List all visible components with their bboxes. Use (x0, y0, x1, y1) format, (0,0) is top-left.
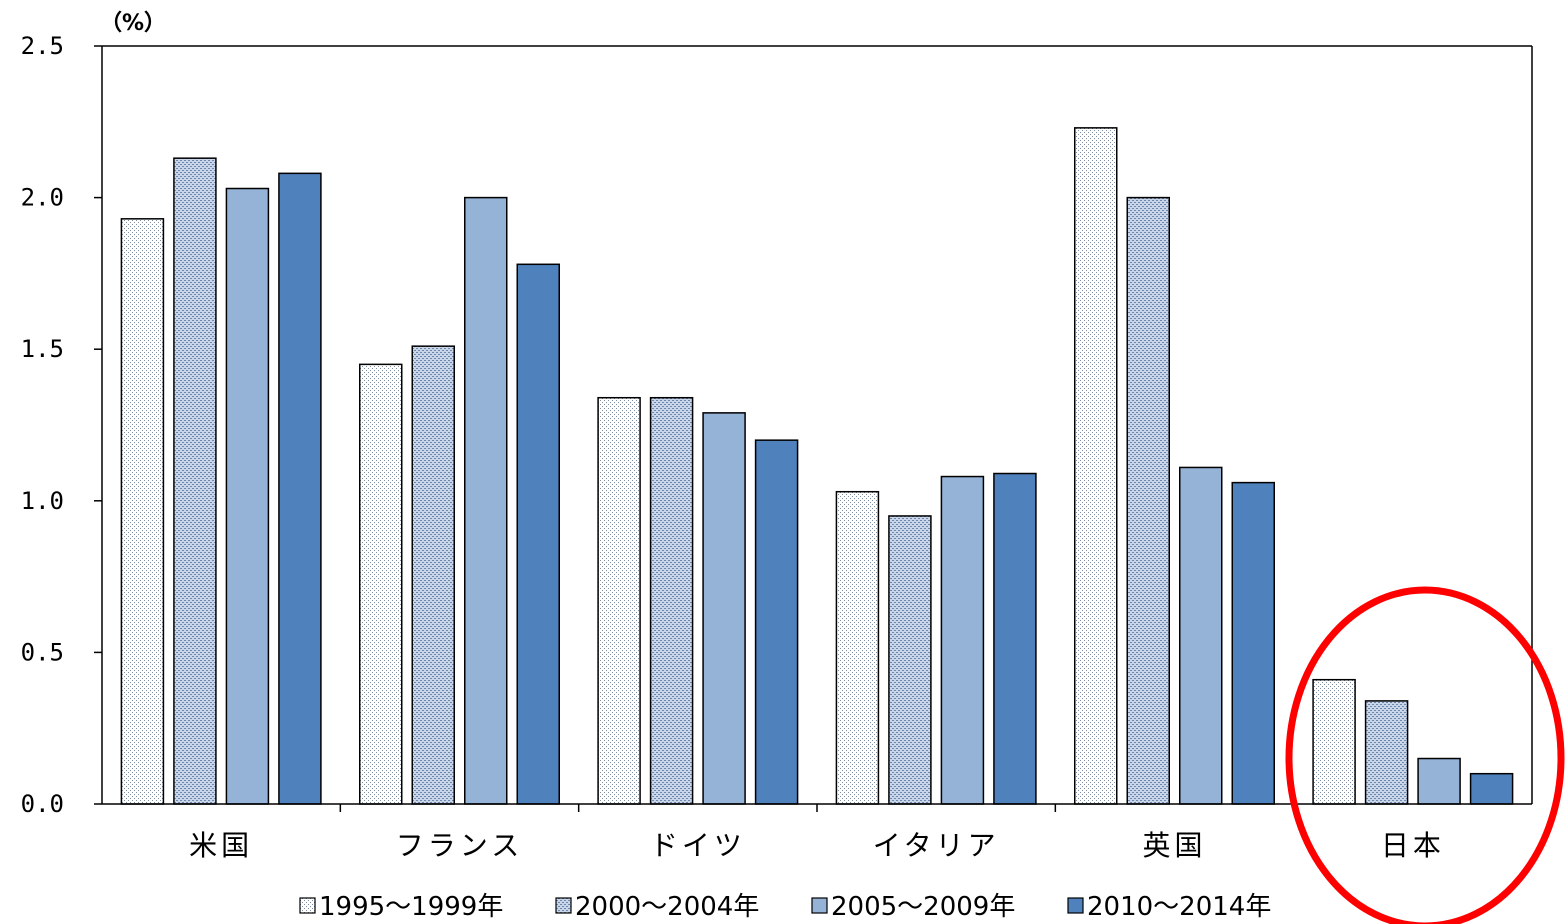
legend-swatch-1 (555, 897, 572, 914)
bar-3-2 (940, 475, 985, 805)
y-tick-label: 1.5 (21, 335, 64, 363)
bar-3-3 (993, 472, 1037, 805)
x-category-label: 英国 (1142, 829, 1206, 862)
bar-4-1 (1126, 196, 1170, 805)
legend-swatch-2 (811, 897, 828, 914)
bar-0-0 (120, 218, 165, 805)
highlight-circle (1285, 586, 1565, 924)
bar-3-1 (888, 515, 932, 805)
x-category-label: フランス (396, 829, 523, 862)
bar-2-1 (649, 396, 694, 805)
bar-4-3 (1231, 481, 1275, 805)
bar-2-2 (702, 412, 746, 805)
bar-5-0 (1312, 678, 1356, 805)
y-tick-label: 2.0 (21, 184, 64, 212)
bar-0-2 (225, 187, 270, 805)
legend: 1995〜1999年 2000〜2004年 2005〜2009年 2010〜2014年 (299, 892, 1271, 922)
bar-4-2 (1179, 466, 1223, 805)
bar-1-2 (464, 196, 508, 805)
x-category-label: ドイツ (650, 829, 746, 862)
bar-5-3 (1469, 772, 1514, 805)
y-tick-label: 0.0 (21, 790, 64, 818)
legend-label-0: 1995〜1999年 (319, 892, 503, 922)
x-category-label: イタリア (873, 829, 1000, 862)
legend-label-2: 2005〜2009年 (831, 892, 1015, 922)
bar-5-2 (1417, 757, 1461, 805)
bar-0-1 (173, 157, 217, 805)
x-category-label: 米国 (189, 829, 253, 862)
bar-series-group (120, 127, 1514, 805)
y-unit-label: （%） (100, 11, 166, 36)
bar-3-0 (835, 490, 880, 805)
bar-1-3 (516, 263, 560, 805)
bar-5-1 (1364, 700, 1409, 805)
y-tick-label: 1.0 (21, 487, 64, 515)
bar-4-0 (1074, 127, 1118, 805)
bar-1-0 (359, 363, 403, 805)
bar-1-1 (411, 345, 455, 805)
legend-swatch-3 (1067, 897, 1084, 914)
x-category-label: 日本 (1381, 829, 1445, 862)
y-tick-label: 2.5 (21, 32, 64, 60)
bar-0-3 (278, 172, 322, 805)
bar-2-0 (597, 396, 641, 805)
bar-2-3 (754, 439, 799, 805)
y-tick-label: 0.5 (21, 638, 64, 666)
x-axis-labels: 米国 フランス ドイツ イタリア 英国 日本 (189, 829, 1445, 862)
legend-swatch-0 (299, 897, 316, 914)
legend-label-1: 2000〜2004年 (575, 892, 759, 922)
y-axis-ticks: 0.0 0.5 1.0 1.5 2.0 2.5 (21, 32, 102, 818)
legend-label-3: 2010〜2014年 (1087, 892, 1271, 922)
